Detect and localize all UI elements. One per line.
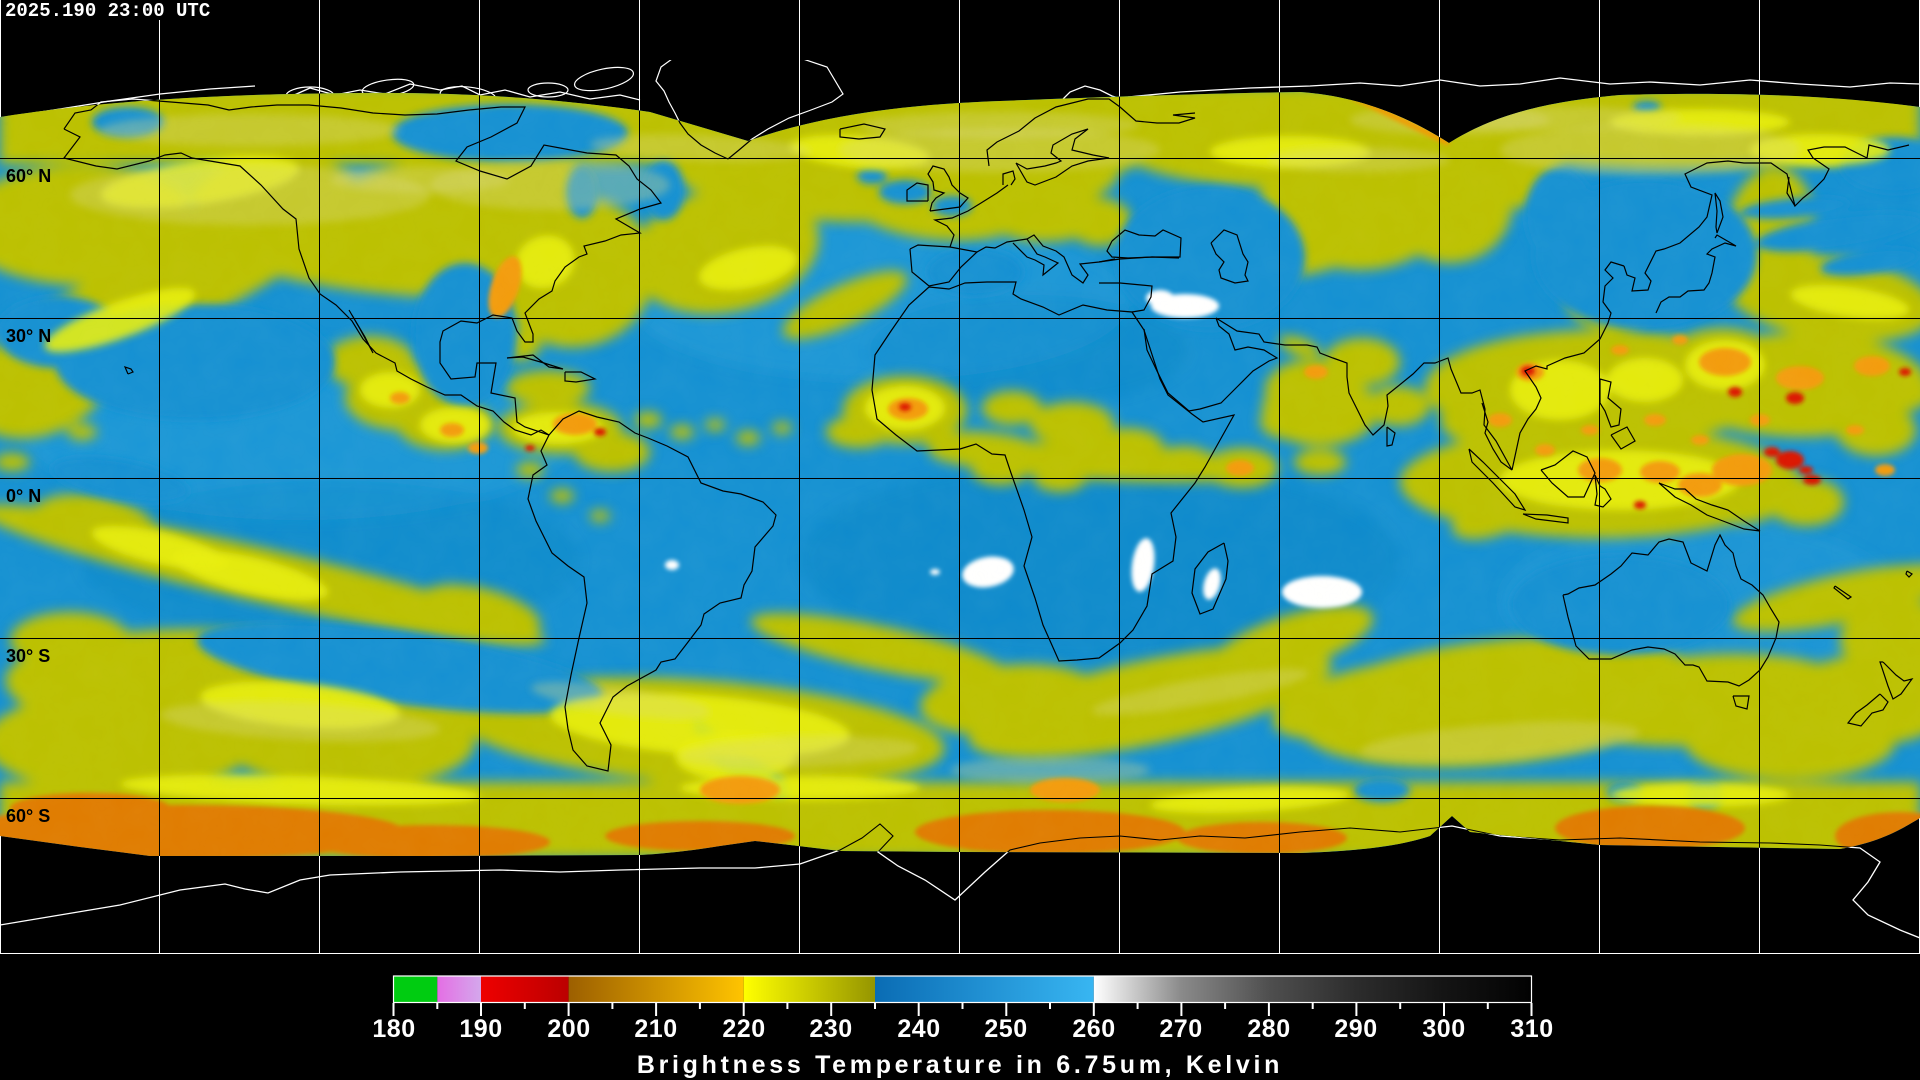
svg-text:240: 240	[897, 1015, 940, 1043]
svg-text:270: 270	[1159, 1015, 1202, 1043]
svg-text:250: 250	[984, 1015, 1027, 1043]
svg-text:60° S: 60° S	[6, 806, 50, 826]
svg-text:300: 300	[1422, 1015, 1465, 1043]
svg-text:180: 180	[372, 1015, 415, 1043]
svg-text:Brightness Temperature in 6.75: Brightness Temperature in 6.75um, Kelvin	[637, 1051, 1283, 1079]
svg-text:230: 230	[809, 1015, 852, 1043]
svg-text:60° N: 60° N	[6, 166, 51, 186]
svg-text:220: 220	[722, 1015, 765, 1043]
svg-text:30° N: 30° N	[6, 326, 51, 346]
svg-text:280: 280	[1247, 1015, 1290, 1043]
svg-text:210: 210	[634, 1015, 677, 1043]
svg-text:290: 290	[1334, 1015, 1377, 1043]
svg-text:310: 310	[1510, 1015, 1553, 1043]
svg-text:200: 200	[547, 1015, 590, 1043]
svg-text:190: 190	[459, 1015, 502, 1043]
svg-text:260: 260	[1072, 1015, 1115, 1043]
svg-text:2025.190 23:00 UTC: 2025.190 23:00 UTC	[5, 0, 210, 22]
svg-text:30° S: 30° S	[6, 646, 50, 666]
svg-text:0° N: 0° N	[6, 486, 41, 506]
